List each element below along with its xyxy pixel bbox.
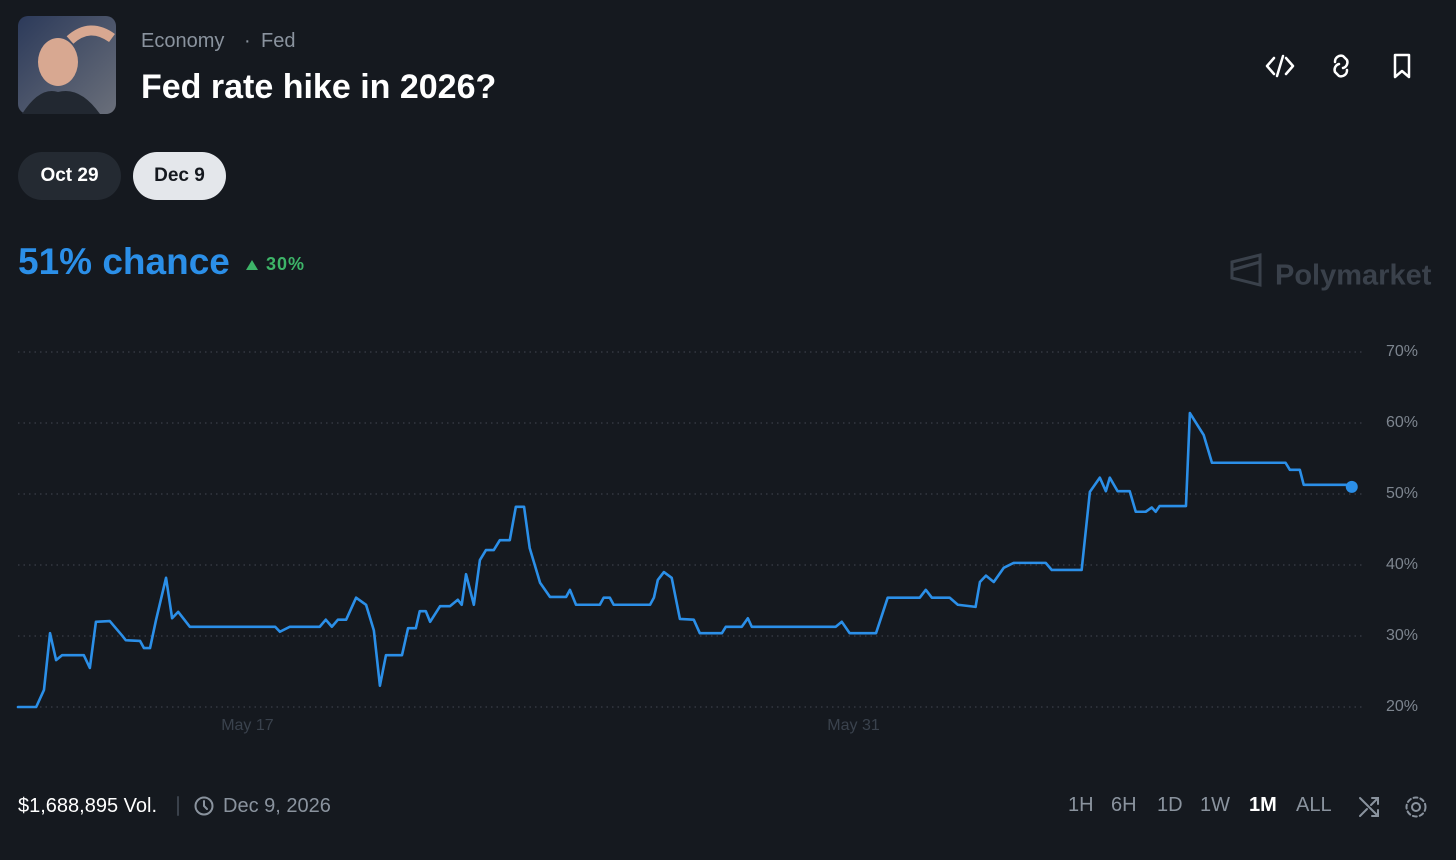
- y-tick-label: 70%: [1386, 343, 1418, 360]
- range-button-selected[interactable]: 1M: [1249, 794, 1277, 816]
- avatar: [18, 16, 116, 114]
- range-button[interactable]: 1D: [1157, 794, 1183, 816]
- shuffle-icon[interactable]: [1359, 797, 1379, 817]
- category[interactable]: Economy: [141, 30, 225, 52]
- y-tick-label: 30%: [1386, 627, 1418, 644]
- link-icon[interactable]: [1333, 54, 1349, 78]
- settings-gear[interactable]: [1405, 796, 1427, 818]
- market-title: Fed rate hike in 2026?: [141, 68, 497, 106]
- bookmark-icon[interactable]: [1393, 53, 1411, 79]
- range-button[interactable]: 6H: [1111, 794, 1137, 816]
- settings-icon[interactable]: [1411, 802, 1421, 812]
- chance-change: 30%: [266, 254, 306, 274]
- range-button[interactable]: 1W: [1200, 794, 1230, 816]
- chance: 51% chance: [18, 241, 230, 282]
- change-arrow: [246, 260, 258, 270]
- y-tick-label: 40%: [1386, 556, 1418, 573]
- last-point: [1345, 480, 1358, 493]
- embed-icon[interactable]: [1265, 54, 1295, 78]
- brand-logo: [1230, 253, 1262, 287]
- x-tick-label: May 17: [221, 717, 274, 734]
- date-tab[interactable]: Oct 29: [18, 152, 121, 200]
- range-button[interactable]: ALL: [1296, 794, 1332, 816]
- price-line: [16, 411, 1354, 709]
- footer-icons: [177, 796, 1427, 818]
- clock-icon: [194, 796, 214, 816]
- y-tick-label: 60%: [1386, 414, 1418, 431]
- volume: $1,688,895 Vol.: [18, 795, 158, 817]
- date-tab-selected[interactable]: Dec 9: [133, 152, 226, 200]
- action-icons: [1265, 53, 1411, 79]
- brand-name: Polymarket: [1275, 260, 1432, 292]
- brand-icon: [1230, 253, 1262, 287]
- y-tick-label: 50%: [1386, 485, 1418, 502]
- clock-hands: [203, 800, 208, 810]
- subcategory[interactable]: Fed: [261, 30, 296, 52]
- range-button[interactable]: 1H: [1068, 794, 1094, 816]
- y-tick-label: 20%: [1386, 698, 1418, 715]
- end-date: Dec 9, 2026: [223, 795, 331, 817]
- x-tick-label: May 31: [827, 717, 880, 734]
- separator: ·: [244, 30, 251, 52]
